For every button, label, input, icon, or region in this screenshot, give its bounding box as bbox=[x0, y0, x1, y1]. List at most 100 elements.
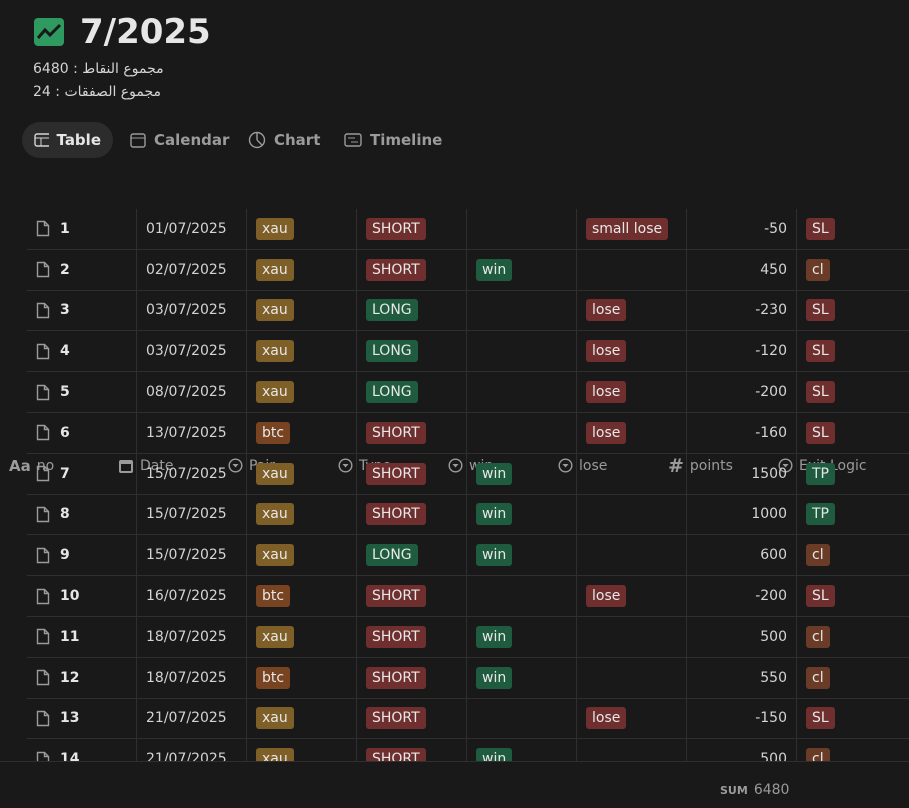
page-icon bbox=[36, 343, 50, 360]
page-icon bbox=[36, 302, 50, 319]
cell-text: -200 bbox=[755, 588, 787, 605]
cell-text: 450 bbox=[760, 261, 787, 278]
cell-lose bbox=[576, 494, 686, 535]
cell-exit: SL bbox=[796, 372, 909, 412]
tag: small lose bbox=[586, 217, 669, 240]
tag: SL bbox=[806, 299, 835, 322]
tag: btc bbox=[256, 666, 291, 689]
cell-no: 7 bbox=[27, 454, 136, 494]
cell-lose: lose bbox=[576, 413, 686, 453]
cell-date: 08/07/2025 bbox=[136, 372, 246, 412]
column-icon bbox=[228, 458, 243, 473]
cell-date: 18/07/2025 bbox=[136, 617, 246, 657]
cell-win: win bbox=[466, 739, 576, 761]
column-label: points bbox=[689, 457, 733, 474]
cell-text: -160 bbox=[755, 424, 787, 441]
cell-points: 500 bbox=[686, 739, 796, 761]
tab[interactable]: Calendar bbox=[118, 122, 241, 158]
cell-exit: cl bbox=[796, 535, 909, 576]
table-row[interactable]: 14 21/07/2025 xau SHORT win 500 cl bbox=[27, 739, 909, 761]
cell-date: 21/07/2025 bbox=[136, 698, 246, 739]
column-icon: Aa bbox=[9, 456, 31, 475]
tab-label[interactable]: Table bbox=[56, 131, 101, 149]
cell-pair: xau bbox=[246, 535, 356, 576]
cell-pair: xau bbox=[246, 372, 356, 412]
column-header: Aa no bbox=[0, 170, 109, 761]
tab-label[interactable]: Calendar bbox=[154, 131, 230, 149]
cell-text: 16/07/2025 bbox=[146, 588, 227, 605]
row-number: 11 bbox=[60, 628, 80, 645]
tab[interactable]: Table bbox=[22, 122, 113, 158]
tab-label[interactable]: Timeline bbox=[370, 131, 443, 149]
cell-win: win bbox=[466, 657, 576, 698]
row-number: 4 bbox=[60, 343, 70, 360]
tag: btc bbox=[256, 421, 291, 444]
table-row[interactable]: 13 21/07/2025 xau SHORT lose -150 SL bbox=[27, 698, 909, 740]
table-row[interactable]: 5 08/07/2025 xau LONG lose -200 SL bbox=[27, 372, 909, 413]
tag: btc bbox=[256, 585, 291, 608]
table-row[interactable]: 8 15/07/2025 xau SHORT win 1000 TP bbox=[27, 494, 909, 536]
cell-text: 15/07/2025 bbox=[146, 506, 227, 523]
table-row[interactable]: 2 02/07/2025 xau SHORT win 450 cl bbox=[27, 249, 909, 291]
tag: win bbox=[476, 544, 513, 567]
cell-points: -230 bbox=[686, 290, 796, 331]
cell-lose bbox=[576, 249, 686, 290]
cell-exit: SL bbox=[796, 698, 909, 739]
cell-pair: btc bbox=[246, 413, 356, 453]
tag: SHORT bbox=[366, 421, 426, 444]
cell-text: 15/07/2025 bbox=[146, 547, 227, 564]
cell-type: SHORT bbox=[356, 494, 466, 535]
cell-points: -120 bbox=[686, 331, 796, 372]
table-row[interactable]: 11 18/07/2025 xau SHORT win 500 cl bbox=[27, 617, 909, 658]
tag: cl bbox=[806, 666, 830, 689]
cell-points: 1000 bbox=[686, 494, 796, 535]
tag: xau bbox=[256, 503, 294, 526]
column-icon bbox=[558, 458, 573, 473]
cell-date: 15/07/2025 bbox=[136, 535, 246, 576]
page-icon bbox=[36, 547, 50, 564]
cell-no: 13 bbox=[27, 699, 136, 739]
cell-lose bbox=[576, 657, 686, 698]
cell-no: 9 bbox=[27, 535, 136, 575]
tab-label[interactable]: Chart bbox=[274, 131, 321, 149]
tag: SL bbox=[806, 217, 835, 240]
tag: TP bbox=[806, 462, 835, 485]
cell-no: 10 bbox=[27, 576, 136, 616]
cell-text: -150 bbox=[755, 710, 787, 727]
row-number: 12 bbox=[60, 669, 80, 686]
cell-type: SHORT bbox=[356, 249, 466, 290]
cell-exit: cl bbox=[796, 617, 909, 657]
cell-exit: cl bbox=[796, 657, 909, 698]
tab[interactable]: Timeline bbox=[332, 122, 454, 158]
table-row[interactable]: 1 01/07/2025 xau SHORT small lose -50 SL bbox=[27, 209, 909, 250]
tag: cl bbox=[806, 625, 830, 648]
cell-no: 3 bbox=[27, 291, 136, 331]
cell-text: 02/07/2025 bbox=[146, 261, 227, 278]
cell-pair: xau bbox=[246, 290, 356, 331]
table-row[interactable]: 10 16/07/2025 btc SHORT lose -200 SL bbox=[27, 576, 909, 617]
table-row[interactable]: 9 15/07/2025 xau LONG win 600 cl bbox=[27, 535, 909, 577]
table-row[interactable]: 4 03/07/2025 xau LONG lose -120 SL bbox=[27, 331, 909, 373]
cell-type: SHORT bbox=[356, 657, 466, 698]
cell-win: win bbox=[466, 617, 576, 657]
cell-lose: lose bbox=[576, 290, 686, 331]
cell-points: -200 bbox=[686, 576, 796, 616]
table-footer: SUM 6480 bbox=[720, 782, 789, 798]
cell-win bbox=[466, 698, 576, 739]
table-row[interactable]: 12 18/07/2025 btc SHORT win 550 cl bbox=[27, 657, 909, 699]
table-row[interactable]: 6 13/07/2025 btc SHORT lose -160 SL bbox=[27, 413, 909, 454]
table-row[interactable]: 3 03/07/2025 xau LONG lose -230 SL bbox=[27, 290, 909, 332]
cell-lose: lose bbox=[576, 372, 686, 412]
tag: xau bbox=[256, 625, 294, 648]
cell-no: 8 bbox=[27, 495, 136, 535]
cell-text: 1500 bbox=[751, 465, 787, 482]
cell-lose: lose bbox=[576, 576, 686, 616]
cell-no: 12 bbox=[27, 658, 136, 698]
column-label: Date bbox=[140, 457, 174, 474]
tab[interactable]: Chart bbox=[236, 122, 332, 158]
cell-exit: SL bbox=[796, 413, 909, 453]
cell-points: -160 bbox=[686, 413, 796, 453]
table-row[interactable]: 7 15/07/2025 xau SHORT win 1500 TP bbox=[27, 453, 909, 495]
tag: win bbox=[476, 748, 513, 761]
